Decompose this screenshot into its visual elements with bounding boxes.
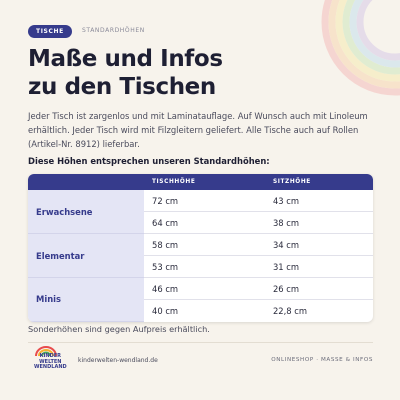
table-row: 40 cm 22,8 cm [28,300,373,322]
heights-table: TISCHHÖHE SITZHÖHE Erwachsene 72 cm 43 cm 6… [28,174,373,322]
table-cell: 38 cm [264,211,373,234]
table-cell: 40 cm [152,305,179,316]
table-cell: 64 cm [144,211,265,234]
header-row: TISCHHÖHE SITZHÖHE [28,174,373,190]
group-label: Elementar [28,233,144,278]
table-cell: 58 cm [144,233,265,256]
logo-arc [35,346,57,356]
footer-section: ONLINESHOP · MASSE & INFOS [271,357,373,363]
tag-pill: TISCHE [28,25,72,38]
title: Maße und Infos zu den Tischen [28,45,223,101]
table-row: Minis 46 cm 26 cm [28,277,373,322]
logo-text: KINDER WELTEN WENDLAND [34,353,67,371]
group-label: Erwachsene [28,190,144,234]
table-row: 64 cm 38 cm [28,211,373,234]
breadcrumb: STANDARDHÖHEN [82,27,145,34]
table-cell: 53 cm [144,255,265,278]
table-cell: 34 cm [264,233,373,256]
table-row: 53 cm 31 cm [28,255,373,278]
table-cell: 22,8 cm [272,305,308,316]
header-cell: SITZHÖHE [264,174,373,190]
table-row: Erwachsene 72 cm 43 cm [28,190,373,234]
rainbow-decoration [321,0,400,96]
header-cell [28,174,144,190]
table-cell: 26 cm [264,277,373,300]
logo-line: KINDER [39,353,61,359]
subheading: Diese Höhen entsprechen unseren Standard… [28,156,270,166]
table-row: Elementar 58 cm 34 cm [28,233,373,278]
table-cell: 31 cm [264,255,373,278]
header-cell: TISCHHÖHE [144,174,265,190]
group-label: Minis [28,277,144,322]
title-line: Maße und Infos [28,46,223,72]
website-link[interactable]: kinderwelten-wendland.de [78,357,158,364]
logo-line: WENDLAND [34,364,67,370]
table-cell: 72 cm [144,190,265,212]
table-cell: 43 cm [264,190,373,212]
title-line: zu den Tischen [28,74,216,100]
table-cell: 46 cm [144,277,265,300]
logo-line: WELTEN [39,358,62,365]
divider [28,342,373,343]
table-card: TISCHHÖHE SITZHÖHE Erwachsene 72 cm 43 cm 6… [28,174,373,322]
note: Sonderhöhen sind gegen Aufpreis erhältli… [28,324,210,334]
intro-text: Jeder Tisch ist zargenlos und mit Lamina… [28,111,368,149]
